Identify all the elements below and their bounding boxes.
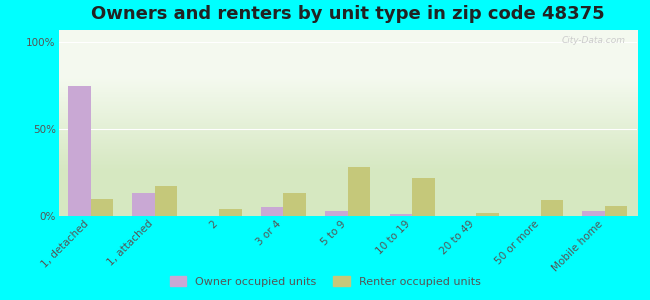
Bar (155, 186, 177, 216)
Bar (261, 207, 283, 216)
Bar (325, 211, 348, 216)
Bar (348, 167, 370, 216)
Bar (389, 214, 412, 216)
Bar (68, 85, 90, 216)
Bar (283, 194, 306, 216)
Bar (605, 206, 627, 216)
Bar (133, 194, 155, 216)
Bar (412, 178, 434, 216)
Bar (476, 212, 499, 216)
Bar (582, 211, 605, 216)
Text: City-Data.com: City-Data.com (562, 36, 625, 45)
Title: Owners and renters by unit type in zip code 48375: Owners and renters by unit type in zip c… (91, 5, 604, 23)
Bar (90, 199, 113, 216)
Bar (219, 209, 242, 216)
Bar (541, 200, 563, 216)
Legend: Owner occupied units, Renter occupied units: Owner occupied units, Renter occupied un… (165, 272, 485, 291)
